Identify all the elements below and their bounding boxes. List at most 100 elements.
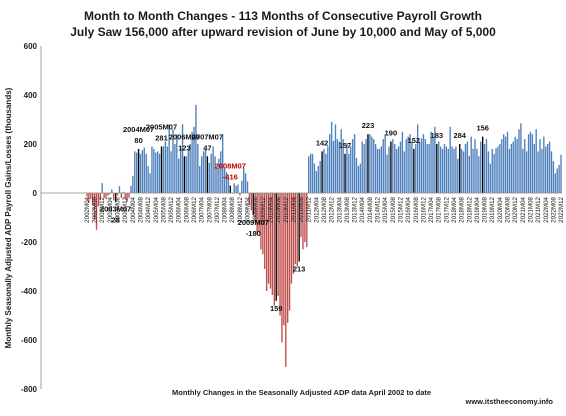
bar bbox=[357, 166, 360, 193]
bar bbox=[403, 151, 405, 193]
bar bbox=[208, 162, 210, 193]
bar bbox=[418, 141, 421, 193]
annotation-label: -180 bbox=[246, 229, 261, 238]
bar bbox=[300, 193, 302, 238]
x-tick-label: 2016M12 bbox=[420, 196, 427, 222]
bar bbox=[202, 151, 205, 193]
x-tick-label: 2012M12 bbox=[329, 196, 336, 222]
bar bbox=[552, 161, 555, 193]
bar bbox=[386, 154, 388, 193]
bar bbox=[179, 146, 182, 193]
bar bbox=[304, 193, 306, 242]
bar bbox=[359, 163, 362, 193]
bar bbox=[497, 146, 499, 193]
bar bbox=[271, 193, 274, 295]
bar bbox=[541, 148, 543, 193]
bar bbox=[158, 153, 161, 193]
x-tick-label: 2007M12 bbox=[214, 196, 221, 222]
annotation-label: 223 bbox=[362, 121, 375, 130]
bar bbox=[107, 193, 109, 196]
bar bbox=[416, 124, 419, 193]
bar bbox=[325, 153, 327, 193]
x-tick-label: 2015M08 bbox=[390, 196, 397, 222]
bar bbox=[283, 193, 285, 326]
bar bbox=[459, 144, 461, 193]
bar bbox=[151, 146, 153, 193]
bar bbox=[269, 193, 272, 289]
bar bbox=[145, 153, 147, 193]
bar bbox=[166, 146, 168, 193]
bar bbox=[187, 148, 189, 193]
x-tick-label: 2006M12 bbox=[191, 196, 198, 222]
bar bbox=[525, 151, 528, 193]
bar bbox=[235, 185, 237, 193]
bar bbox=[317, 166, 319, 193]
bar bbox=[537, 151, 539, 193]
bar bbox=[243, 168, 245, 193]
bar bbox=[441, 148, 444, 193]
bar bbox=[397, 146, 400, 193]
bar bbox=[95, 193, 98, 230]
bar bbox=[506, 131, 509, 193]
bar bbox=[221, 134, 224, 193]
bar bbox=[478, 156, 480, 193]
bar bbox=[499, 144, 501, 193]
bar bbox=[483, 144, 486, 193]
bar bbox=[449, 126, 451, 193]
bar bbox=[132, 175, 134, 193]
bar bbox=[376, 148, 379, 193]
annotation-label: 80 bbox=[134, 136, 142, 145]
bar bbox=[122, 191, 124, 193]
y-tick-label: 0 bbox=[33, 189, 38, 198]
bar bbox=[116, 193, 119, 196]
bar bbox=[365, 139, 367, 193]
bar bbox=[162, 146, 165, 193]
bar bbox=[254, 193, 256, 223]
bar bbox=[181, 124, 184, 193]
x-tick-label: 2003M04 bbox=[107, 196, 114, 222]
bar bbox=[311, 154, 314, 193]
y-tick-label: -800 bbox=[21, 385, 38, 394]
bar bbox=[216, 168, 218, 193]
bar bbox=[363, 144, 365, 193]
annotation-label: 281 bbox=[155, 133, 168, 142]
bar bbox=[510, 144, 513, 193]
x-tick-label: 2006M04 bbox=[176, 196, 183, 222]
bar bbox=[99, 193, 102, 201]
bar bbox=[233, 183, 235, 193]
bar bbox=[346, 144, 348, 193]
x-tick-label: 2008M08 bbox=[229, 196, 236, 222]
annotation-label: 2006M07 bbox=[169, 132, 200, 141]
x-tick-label: 2002M08 bbox=[92, 196, 99, 222]
bar bbox=[476, 148, 478, 193]
annotation-label: 2008M07 bbox=[215, 162, 246, 171]
bar bbox=[401, 131, 404, 193]
x-tick-label: 2005M08 bbox=[160, 196, 167, 222]
bar bbox=[420, 138, 423, 193]
bar bbox=[143, 147, 145, 193]
bar bbox=[350, 146, 352, 193]
bar-series bbox=[86, 104, 562, 367]
bar bbox=[466, 141, 469, 193]
bar bbox=[334, 124, 337, 193]
bar bbox=[501, 139, 503, 193]
bar bbox=[460, 148, 463, 193]
bar bbox=[546, 144, 549, 193]
bar bbox=[545, 146, 547, 193]
bar bbox=[258, 193, 260, 233]
x-tick-label: 2021M08 bbox=[528, 196, 535, 222]
bar bbox=[451, 146, 453, 193]
bar bbox=[155, 152, 157, 193]
bar bbox=[453, 148, 455, 193]
bar bbox=[170, 151, 172, 193]
bar bbox=[321, 151, 323, 193]
bar bbox=[430, 131, 432, 193]
x-tick-label: 2017M12 bbox=[443, 196, 450, 222]
y-tick-label: 600 bbox=[24, 42, 38, 51]
bar bbox=[474, 139, 476, 193]
bar bbox=[369, 134, 371, 193]
x-tick-label: 2011M08 bbox=[298, 196, 305, 222]
